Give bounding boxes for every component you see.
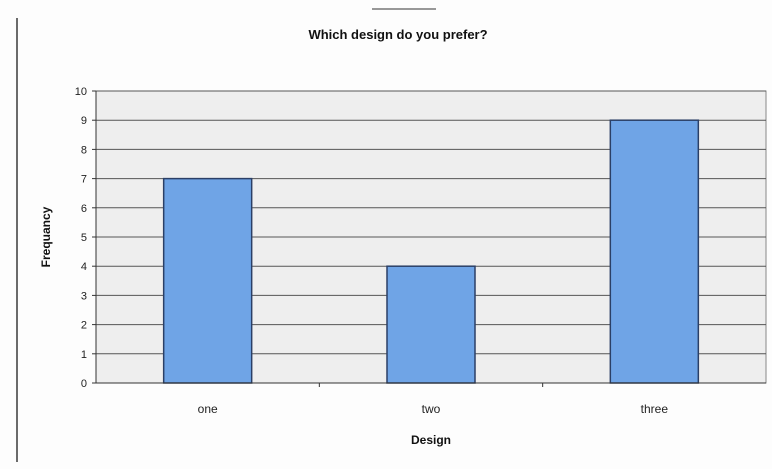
y-tick-label: 6	[81, 203, 87, 215]
y-tick-label: 9	[81, 115, 87, 127]
bar-two	[386, 265, 476, 384]
y-tick-label: 1	[81, 349, 87, 361]
y-tick-label: 4	[81, 261, 87, 273]
y-tick-label: 10	[75, 86, 87, 98]
x-category-label: two	[422, 402, 441, 416]
x-category-label: three	[641, 402, 669, 416]
bar-one	[162, 177, 253, 384]
y-tick-label: 5	[81, 232, 87, 244]
y-tick-label: 7	[81, 174, 87, 186]
y-tick-label: 3	[81, 290, 87, 302]
y-axis-ticks: 0 1 2 3 4 5 6 7 8 9 10	[75, 86, 96, 390]
y-tick-label: 8	[81, 144, 87, 156]
scan-mark	[372, 8, 436, 10]
page-margin-line	[16, 18, 18, 462]
bars	[162, 119, 700, 384]
x-axis-title: Design	[411, 433, 451, 447]
x-axis-categories: one two three	[198, 383, 669, 416]
y-tick-label: 2	[81, 320, 87, 332]
bar-three	[609, 119, 700, 384]
x-category-label: one	[198, 402, 218, 416]
chart-title: Which design do you prefer?	[308, 27, 487, 42]
y-tick-label: 0	[81, 378, 87, 390]
y-axis-title: Frequancy	[39, 206, 53, 267]
